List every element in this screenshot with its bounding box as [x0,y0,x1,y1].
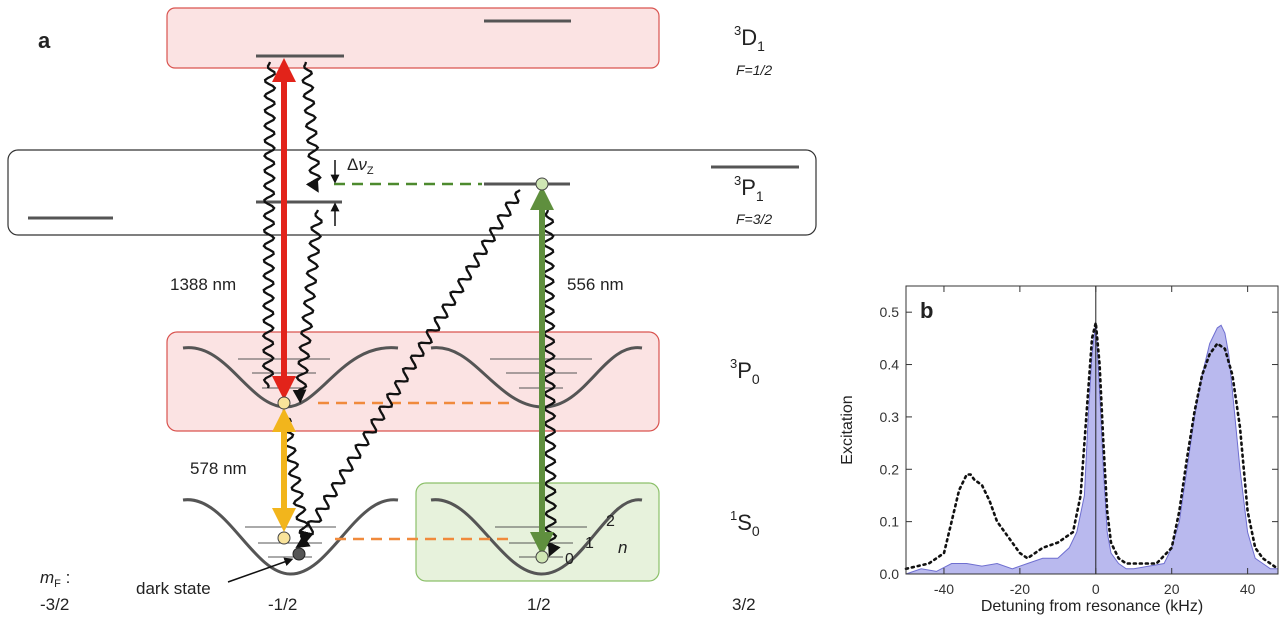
x-tick-label: 40 [1240,581,1256,597]
mf-value-3: 1/2 [527,595,551,614]
vib-label-2: 2 [606,513,615,530]
excitation-chart: -40 -20 0 20 40 0.0 0.1 0.2 0.3 0.4 0.5 Detuning fr… [839,285,1280,615]
wavy-line-3 [292,209,323,404]
series-dotted-line [904,322,1280,571]
wavy-decay-group [261,61,561,558]
atom-dark-state [292,547,306,561]
series-filled-area [905,322,1279,575]
mf-axis-label: mF : [40,568,70,590]
mf-value-2: -1/2 [268,595,297,614]
atom-p0 [277,396,291,410]
mf-value-4: 3/2 [732,595,756,614]
yellow-wavelength-label: 578 nm [190,459,247,478]
x-tick-label: -40 [934,581,954,597]
red-wavelength-label: 1388 nm [170,275,236,294]
term-label-p1: 3P1 [734,173,764,204]
green-wavelength-label: 556 nm [567,275,624,294]
wavy-line-5 [295,189,521,548]
p1-manifold-box [7,149,817,236]
x-axis-label: Detuning from resonance (kHz) [981,598,1203,615]
s0-highlight-box [415,482,660,582]
panel-a-label: a [38,28,51,53]
zeeman-shift-label: ΔνZ [347,155,374,177]
d1-manifold-box [166,7,660,69]
y-tick-label: 0.4 [880,357,900,373]
atom-s0-yellow [277,531,291,545]
plot-frame [905,285,1279,575]
x-tick-label: 0 [1092,581,1100,597]
x-tick-label: 20 [1164,581,1180,597]
vib-label-1: 1 [585,535,594,552]
term-label-d1: 3D1 [734,23,765,54]
vib-label-0: 0 [565,551,574,568]
d1-f-note: F=1/2 [736,62,772,78]
y-tick-label: 0.3 [880,409,900,425]
y-tick-label: 0.0 [880,566,900,582]
y-tick-label: 0.2 [880,461,900,477]
y-tick-label: 0.5 [880,304,900,320]
wavy-line-2 [301,61,322,193]
mf-value-1: -3/2 [40,595,69,614]
term-label-s0: 1S0 [730,508,760,539]
s0-well-left [182,498,399,576]
p1-f-note: F=3/2 [736,211,772,227]
dark-state-label: dark state [136,579,211,598]
term-label-p0: 3P0 [730,356,760,387]
atom-s0-green [535,550,549,564]
x-tick-label: -20 [1010,581,1030,597]
s0-well-right [430,498,643,576]
y-tick-label: 0.1 [880,514,900,530]
panel-b-label: b [920,298,933,323]
y-axis-label: Excitation [839,395,856,464]
dark-state-pointer [227,557,294,583]
vib-quantum-n: n [618,538,627,557]
atom-p1 [535,177,549,191]
p0-manifold-box [166,331,660,432]
